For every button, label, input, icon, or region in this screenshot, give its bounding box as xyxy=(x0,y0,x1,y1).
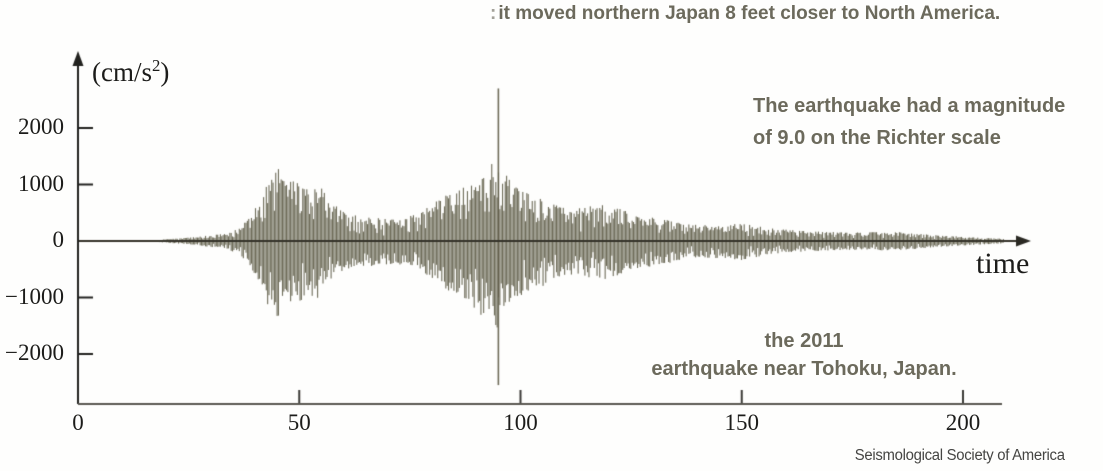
top-annotation: : it moved northern Japan 8 feet closer t… xyxy=(490,3,1000,25)
x-tick-label: 0 xyxy=(72,410,84,435)
x-axis-label: time xyxy=(976,247,1030,280)
y-axis-unit-superscript: 2 xyxy=(152,56,161,75)
x-tick-label: 200 xyxy=(945,410,981,435)
top-annotation-fragment-mark: : xyxy=(490,3,497,24)
magnitude-annotation-line1: The earthquake had a magnitude xyxy=(753,95,1066,117)
y-axis-unit-prefix: (cm/s xyxy=(92,57,152,87)
y-tick-label: 1000 xyxy=(18,170,64,196)
source-attribution: Seismological Society of America xyxy=(855,447,1065,464)
event-annotation-line2: earthquake near Tohoku, Japan. xyxy=(651,358,957,380)
x-tick-label: 150 xyxy=(724,410,760,435)
magnitude-annotation-line2: of 9.0 on the Richter scale xyxy=(753,127,1001,149)
x-tick-label: 50 xyxy=(287,410,311,435)
y-axis-unit-label: (cm/s2) xyxy=(92,56,169,88)
y-tick-label: 2000 xyxy=(18,114,64,139)
magnitude-annotation: The earthquake had a magnitude of 9.0 on… xyxy=(753,90,1065,154)
event-annotation-line1: the 2011 xyxy=(764,330,844,352)
top-annotation-text: it moved northern Japan 8 feet closer to… xyxy=(498,3,1001,24)
event-annotation: the 2011 earthquake near Tohoku, Japan. xyxy=(598,327,1010,383)
y-tick-label: −1000 xyxy=(5,283,64,309)
y-tick-label: 0 xyxy=(52,227,65,252)
x-tick-label: 100 xyxy=(503,410,538,435)
y-tick-label: −2000 xyxy=(5,340,64,365)
y-axis-unit-suffix: ) xyxy=(160,57,170,87)
